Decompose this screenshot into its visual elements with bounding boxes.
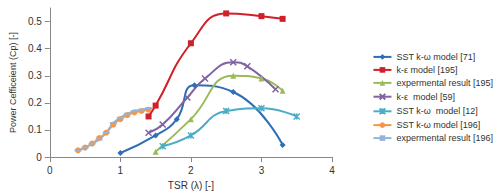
svg-text:k-ε model [195]: k-ε model [195] [396, 65, 457, 75]
svg-text:0: 0 [36, 152, 42, 163]
svg-text:0.5: 0.5 [28, 16, 42, 27]
svg-text:0.4: 0.4 [28, 43, 42, 54]
svg-text:TSR (λ) [-]: TSR (λ) [-] [168, 180, 214, 191]
svg-text:SST k-ω model [196]: SST k-ω model [196] [396, 120, 480, 130]
svg-text:expermental result [195]: expermental result [195] [396, 78, 493, 88]
svg-text:1: 1 [118, 165, 124, 176]
svg-text:k-ε model [59]: k-ε model [59] [396, 92, 455, 102]
svg-text:SST k-ω model [12]: SST k-ω model [12] [396, 106, 477, 116]
svg-text:3: 3 [259, 165, 265, 176]
svg-text:expermental result [196]: expermental result [196] [396, 133, 493, 143]
svg-text:0.1: 0.1 [28, 124, 42, 135]
svg-text:0.2: 0.2 [28, 97, 42, 108]
svg-text:Power Cefficeient (Cp) [-]: Power Cefficeient (Cp) [-] [8, 32, 18, 133]
svg-text:0: 0 [47, 165, 53, 176]
svg-text:SST k-ω model [71]: SST k-ω model [71] [396, 52, 475, 62]
svg-text:4: 4 [329, 165, 335, 176]
svg-text:0.3: 0.3 [28, 70, 42, 81]
svg-text:2: 2 [188, 165, 194, 176]
